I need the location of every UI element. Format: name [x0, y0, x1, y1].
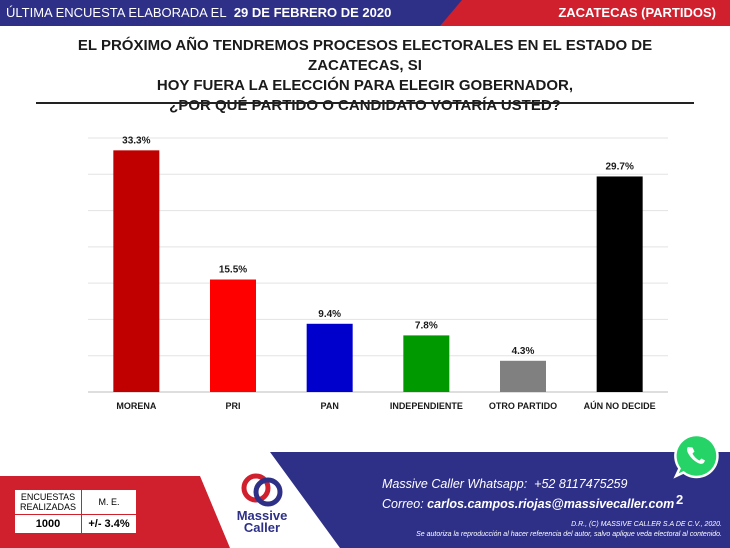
question-line-2: HOY FUERA LA ELECCIÓN PARA ELEGIR GOBERN… — [156, 77, 574, 94]
x-tick-label: MORENA — [116, 401, 156, 411]
page-number: 2 — [676, 492, 684, 507]
top-banner: ÚLTIMA ENCUESTA ELABORADA EL 29 DE FEBRE… — [0, 0, 730, 26]
surveys-value: 1000 — [14, 514, 82, 534]
data-label: 9.4% — [318, 309, 341, 320]
bar-chart: 33.3% MORENA 15.5% PRI 9.4% PAN 7.8% INDEPENDIE… — [88, 135, 668, 411]
x-tick-label: PRI — [225, 401, 240, 411]
survey-date-line: ÚLTIMA ENCUESTA ELABORADA EL 29 DE FEBRE… — [6, 5, 391, 20]
logo-text-line-2: Caller — [243, 520, 281, 535]
legal-line-1: D.R., (C) MASSIVE CALLER S.A DE C.V., 20… — [571, 521, 722, 528]
massive-caller-logo: Massive Caller — [226, 468, 298, 548]
survey-date: 29 DE FEBRERO DE 2020 — [233, 5, 392, 20]
region-label: ZACATECAS (PARTIDOS) — [558, 5, 716, 20]
whatsapp-number[interactable]: +52 8117475259 — [534, 477, 628, 491]
data-label: 29.7% — [605, 161, 633, 172]
email-label: Correo: — [382, 497, 424, 511]
logo-text: Massive Caller — [226, 508, 298, 535]
survey-stats-table: ENCUESTAS REALIZADAS M. E. 1000 +/- 3.4% — [14, 489, 137, 534]
data-label: 4.3% — [512, 346, 535, 357]
x-tick-label: OTRO PARTIDO — [489, 401, 557, 411]
logo-text-line-1: Massive — [236, 508, 288, 523]
whatsapp-line: Massive Caller Whatsapp: +52 8117475259 — [382, 474, 674, 494]
x-tick-label: PAN — [320, 401, 338, 411]
question-line-3: ¿POR QUÉ PARTIDO O CANDIDATO VOTARÍA UST… — [169, 97, 561, 114]
logo-mark-icon — [241, 473, 283, 507]
legal-notice: D.R., (C) MASSIVE CALLER S.A DE C.V., 20… — [416, 520, 722, 540]
whatsapp-icon[interactable] — [672, 432, 720, 480]
bar-independiente — [403, 335, 450, 392]
bar-pan — [306, 323, 353, 392]
whatsapp-label: Massive Caller Whatsapp: — [382, 477, 528, 491]
email-line: Correo: carlos.campos.riojas@massivecall… — [382, 494, 674, 514]
top-banner-right: ZACATECAS (PARTIDOS) — [440, 0, 730, 26]
data-label: 7.8% — [415, 320, 438, 331]
contact-info: Massive Caller Whatsapp: +52 8117475259 … — [382, 474, 674, 514]
bar-aún-no-decide — [596, 176, 643, 392]
x-tick-label: AÚN NO DECIDE — [584, 400, 656, 411]
bar-pri — [210, 279, 256, 392]
bar-otro-partido — [500, 360, 546, 392]
data-label: 15.5% — [219, 265, 247, 276]
email-link[interactable]: carlos.campos.riojas@massivecaller.com — [427, 497, 675, 511]
x-tick-label: INDEPENDIENTE — [390, 401, 463, 411]
title-divider — [36, 102, 694, 104]
margin-error-header: M. E. — [81, 489, 137, 515]
surveys-header: ENCUESTAS REALIZADAS — [14, 489, 82, 515]
footer-blue-band — [270, 452, 730, 548]
legal-line-2: Se autoriza la reproducción al hacer ref… — [416, 531, 722, 538]
bar-morena — [113, 150, 160, 392]
survey-date-prefix: ÚLTIMA ENCUESTA ELABORADA EL — [6, 5, 227, 20]
top-banner-left: ÚLTIMA ENCUESTA ELABORADA EL 29 DE FEBRE… — [0, 0, 470, 26]
data-label: 33.3% — [122, 135, 150, 146]
survey-question: EL PRÓXIMO AÑO TENDREMOS PROCESOS ELECTO… — [30, 36, 700, 116]
question-line-1: EL PRÓXIMO AÑO TENDREMOS PROCESOS ELECTO… — [77, 37, 653, 74]
margin-error-value: +/- 3.4% — [81, 514, 137, 534]
